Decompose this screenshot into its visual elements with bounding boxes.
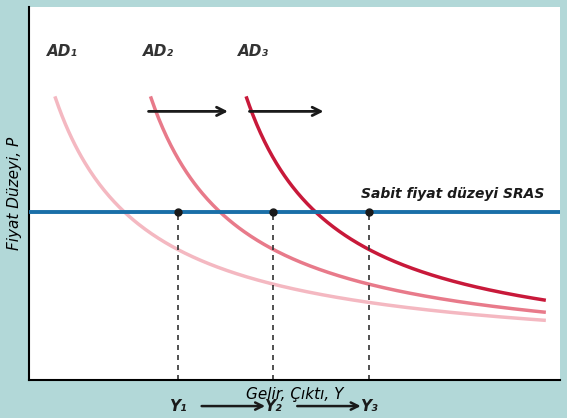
Text: AD₃: AD₃ (239, 44, 269, 59)
Text: Y₁: Y₁ (169, 399, 187, 414)
Y-axis label: Fiyat Düzeyi, P: Fiyat Düzeyi, P (7, 137, 22, 250)
Text: AD₁: AD₁ (47, 44, 78, 59)
Text: Sabit fiyat düzeyi SRAS: Sabit fiyat düzeyi SRAS (361, 187, 544, 201)
Text: Y₂: Y₂ (264, 399, 282, 414)
X-axis label: Gelir, Çıktı, Y: Gelir, Çıktı, Y (246, 387, 343, 402)
Text: AD₂: AD₂ (143, 44, 174, 59)
Text: Y₃: Y₃ (360, 399, 378, 414)
